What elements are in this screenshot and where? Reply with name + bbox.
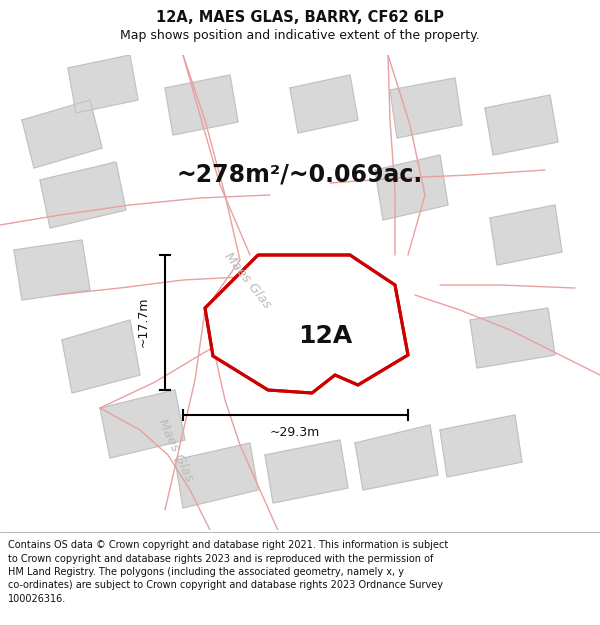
Text: HM Land Registry. The polygons (including the associated geometry, namely x, y: HM Land Registry. The polygons (includin… <box>8 567 404 577</box>
Polygon shape <box>265 440 348 503</box>
Polygon shape <box>440 415 522 477</box>
Text: Contains OS data © Crown copyright and database right 2021. This information is : Contains OS data © Crown copyright and d… <box>8 540 448 550</box>
Text: 100026316.: 100026316. <box>8 594 66 604</box>
Text: co-ordinates) are subject to Crown copyright and database rights 2023 Ordnance S: co-ordinates) are subject to Crown copyr… <box>8 581 443 591</box>
Text: to Crown copyright and database rights 2023 and is reproduced with the permissio: to Crown copyright and database rights 2… <box>8 554 433 564</box>
Text: ~17.7m: ~17.7m <box>137 297 149 348</box>
Text: Maes Glas: Maes Glas <box>222 249 274 311</box>
Text: 12A, MAES GLAS, BARRY, CF62 6LP: 12A, MAES GLAS, BARRY, CF62 6LP <box>156 9 444 24</box>
Polygon shape <box>470 308 555 368</box>
Text: Map shows position and indicative extent of the property.: Map shows position and indicative extent… <box>120 29 480 41</box>
Polygon shape <box>490 205 562 265</box>
Polygon shape <box>100 390 185 458</box>
Text: ~29.3m: ~29.3m <box>270 426 320 439</box>
Polygon shape <box>14 240 90 300</box>
Text: Maes Glas: Maes Glas <box>155 417 195 483</box>
Text: ~278m²/~0.069ac.: ~278m²/~0.069ac. <box>177 163 423 187</box>
Polygon shape <box>175 443 258 508</box>
Polygon shape <box>355 425 438 490</box>
Polygon shape <box>375 155 448 220</box>
Polygon shape <box>62 320 140 393</box>
Polygon shape <box>22 100 102 168</box>
Polygon shape <box>165 75 238 135</box>
Polygon shape <box>390 78 462 138</box>
Polygon shape <box>40 162 126 228</box>
Polygon shape <box>290 75 358 133</box>
Polygon shape <box>68 55 138 113</box>
Polygon shape <box>485 95 558 155</box>
Text: 12A: 12A <box>298 324 352 348</box>
Polygon shape <box>205 255 408 393</box>
